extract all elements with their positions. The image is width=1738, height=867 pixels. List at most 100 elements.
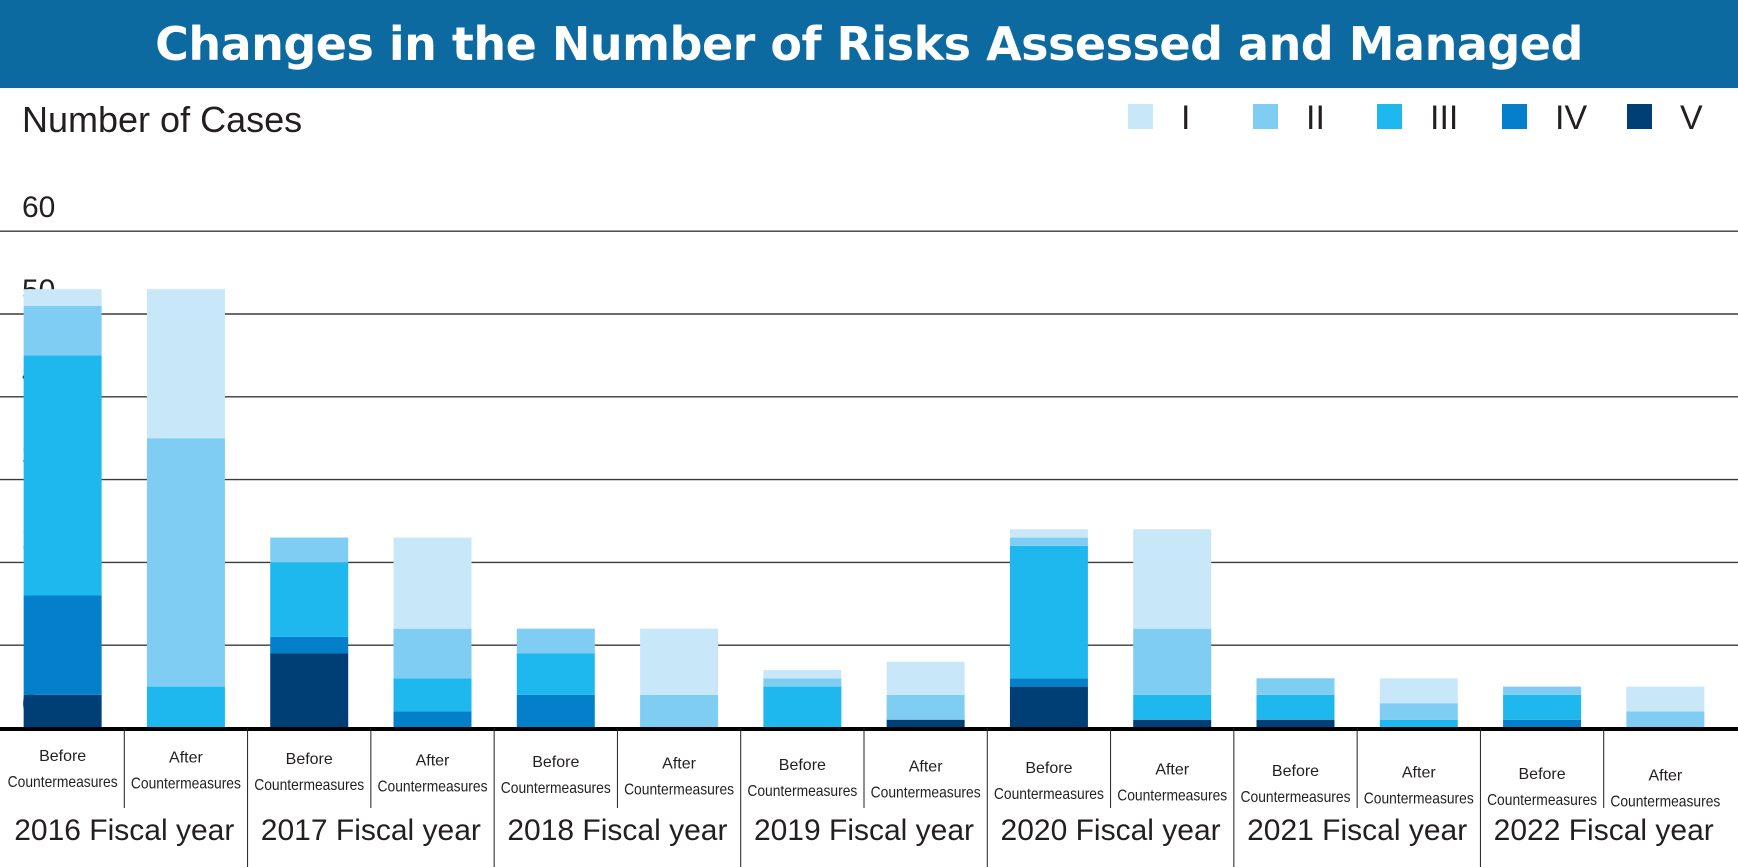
bar-segment bbox=[763, 686, 842, 728]
x-tick-label: Countermeasures bbox=[378, 779, 488, 796]
bar-segment bbox=[1379, 678, 1458, 704]
bar-segment bbox=[270, 562, 349, 637]
legend-swatch bbox=[1253, 104, 1278, 129]
legend-label: III bbox=[1430, 99, 1458, 137]
bar-segment bbox=[1133, 719, 1212, 728]
chart-title: Changes in the Number of Risks Assessed … bbox=[155, 17, 1583, 71]
x-tick-label: After bbox=[1402, 765, 1436, 782]
bar-segment bbox=[1009, 529, 1088, 538]
group-label: 2017 Fiscal year bbox=[261, 814, 481, 847]
x-tick-label: Countermeasures bbox=[994, 786, 1104, 803]
legend-swatch bbox=[1627, 104, 1652, 129]
y-tick-label: 60 bbox=[22, 191, 55, 224]
bar-segment bbox=[1133, 694, 1212, 720]
x-tick-label: Countermeasures bbox=[1487, 792, 1597, 809]
x-tick-label: After bbox=[909, 759, 943, 776]
bar-segment bbox=[1379, 703, 1458, 720]
x-tick-label: After bbox=[416, 753, 450, 770]
bar-segment bbox=[23, 305, 102, 356]
bar-segment bbox=[886, 719, 965, 728]
x-tick-label: Before bbox=[286, 751, 333, 768]
x-tick-label: Before bbox=[1025, 760, 1072, 777]
x-tick-label: Countermeasures bbox=[501, 780, 611, 797]
group-label: 2020 Fiscal year bbox=[1001, 814, 1221, 847]
bar-segment bbox=[886, 694, 965, 720]
group-label: 2022 Fiscal year bbox=[1494, 814, 1714, 847]
bar-segment bbox=[1626, 686, 1705, 712]
bar-segment bbox=[1256, 719, 1335, 728]
bar-segment bbox=[1503, 686, 1582, 695]
bar-segment bbox=[640, 694, 719, 728]
group-label: 2016 Fiscal year bbox=[14, 814, 234, 847]
bar-segment bbox=[146, 438, 225, 687]
legend-swatch bbox=[1377, 104, 1402, 129]
bar-segment bbox=[1256, 694, 1335, 720]
x-tick-label: After bbox=[1648, 768, 1682, 785]
x-tick-label: Countermeasures bbox=[131, 776, 241, 793]
bar-segment bbox=[1379, 719, 1458, 728]
bar-segment bbox=[146, 686, 225, 728]
bar-segment bbox=[640, 628, 719, 695]
bar-segment bbox=[23, 289, 102, 306]
x-tick-label: Countermeasures bbox=[871, 785, 981, 802]
bar-segment bbox=[23, 355, 102, 596]
bar-segment bbox=[1503, 694, 1582, 720]
bar-segment bbox=[516, 694, 595, 728]
y-axis-label: Number of Cases bbox=[22, 99, 302, 140]
x-tick-label: Countermeasures bbox=[8, 774, 118, 791]
x-tick-label: Countermeasures bbox=[1241, 789, 1351, 806]
bar-segment bbox=[1626, 711, 1705, 728]
x-tick-label: Before bbox=[532, 754, 579, 771]
bar-segment bbox=[886, 661, 965, 695]
group-label: 2018 Fiscal year bbox=[507, 814, 727, 847]
bar-segment bbox=[393, 678, 472, 712]
bar-segment bbox=[270, 537, 349, 563]
legend-label: IV bbox=[1555, 99, 1587, 137]
x-tick-label: Countermeasures bbox=[1117, 788, 1227, 805]
chart-title-banner: Changes in the Number of Risks Assessed … bbox=[0, 0, 1738, 88]
bar-segment bbox=[1009, 678, 1088, 687]
bar-segment bbox=[23, 694, 102, 728]
bar-segment bbox=[763, 678, 842, 687]
x-tick-label: After bbox=[1155, 762, 1189, 779]
bar-segment bbox=[393, 537, 472, 629]
x-tick-label: Countermeasures bbox=[1364, 791, 1474, 808]
bar-segment bbox=[23, 595, 102, 695]
x-tick-label: Before bbox=[1272, 763, 1319, 780]
bar-segment bbox=[270, 653, 349, 728]
legend: I II III IV V bbox=[1128, 99, 1703, 137]
legend-label: II bbox=[1306, 99, 1325, 137]
bars bbox=[23, 289, 1705, 728]
group-label: 2019 Fiscal year bbox=[754, 814, 974, 847]
x-tick-label: After bbox=[662, 756, 696, 773]
bar-segment bbox=[393, 628, 472, 679]
bar-segment bbox=[516, 653, 595, 695]
x-tick-label: Countermeasures bbox=[1610, 794, 1720, 811]
x-tick-label: After bbox=[169, 750, 203, 767]
legend-swatch bbox=[1128, 104, 1153, 129]
x-tick-label: Before bbox=[1519, 766, 1566, 783]
bar-segment bbox=[1256, 678, 1335, 695]
x-tick-label: Countermeasures bbox=[624, 782, 734, 799]
bar-segment bbox=[393, 711, 472, 728]
x-tick-label: Before bbox=[779, 757, 826, 774]
bar-segment bbox=[1009, 545, 1088, 679]
x-axis: Before Countermeasures After Countermeasure… bbox=[0, 727, 1738, 867]
bar-segment bbox=[1009, 537, 1088, 546]
bar-segment bbox=[1503, 719, 1582, 728]
gridlines bbox=[0, 230, 1738, 646]
x-tick-label: Countermeasures bbox=[747, 783, 857, 800]
bar-segment bbox=[1133, 529, 1212, 629]
bar-segment bbox=[270, 636, 349, 654]
bar-segment bbox=[1133, 628, 1212, 695]
x-tick-label: Countermeasures bbox=[254, 777, 364, 794]
x-tick-label: Before bbox=[39, 748, 86, 765]
bar-segment bbox=[516, 628, 595, 654]
legend-swatch bbox=[1502, 104, 1527, 129]
bar-segment bbox=[146, 289, 225, 439]
bar-segment bbox=[1009, 686, 1088, 728]
bar-segment bbox=[763, 670, 842, 679]
group-label: 2021 Fiscal year bbox=[1247, 814, 1467, 847]
legend-label: V bbox=[1680, 99, 1703, 137]
